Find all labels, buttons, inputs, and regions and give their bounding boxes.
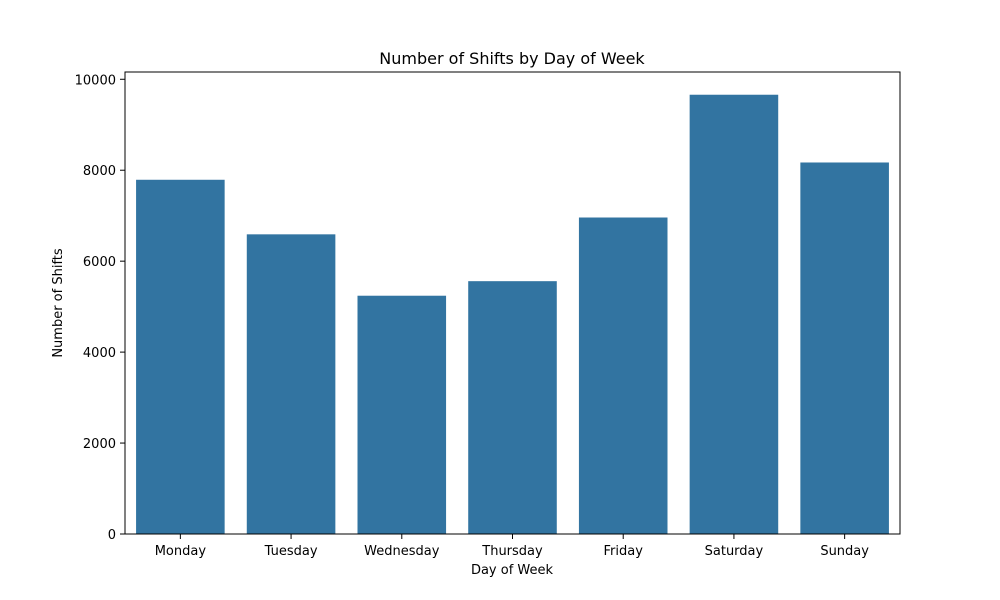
x-axis-ticks: Monday Tuesday Wednesday Thursday Friday Satu… — [155, 534, 869, 559]
x-axis-label: Day of Week — [471, 563, 554, 578]
chart-title: Number of Shifts by Day of Week — [379, 49, 645, 68]
y-tick-label: 6000 — [83, 255, 116, 270]
x-tick-label: Monday — [155, 544, 207, 559]
x-tick-label: Wednesday — [364, 544, 440, 559]
y-tick-label: 0 — [108, 528, 116, 543]
bar-monday — [136, 179, 225, 534]
x-tick-label: Friday — [604, 544, 644, 559]
bar-thursday — [468, 281, 557, 534]
x-tick-label: Tuesday — [264, 544, 318, 559]
x-tick-label: Thursday — [481, 544, 543, 559]
bar-friday — [578, 217, 668, 534]
bar-sunday — [800, 162, 889, 534]
y-tick-label: 8000 — [83, 164, 116, 179]
bars-group — [136, 94, 889, 535]
y-axis-label: Number of Shifts — [51, 248, 66, 358]
x-tick-label: Saturday — [705, 544, 764, 559]
y-axis-ticks: 0 2000 4000 6000 8000 10000 — [75, 73, 125, 543]
x-tick-label: Sunday — [820, 544, 869, 559]
plot-frame — [124, 71, 901, 535]
bar-tuesday — [246, 234, 336, 534]
bar-saturday — [689, 94, 779, 535]
y-tick-label: 4000 — [83, 346, 116, 361]
bar-wednesday — [357, 295, 447, 534]
y-tick-label: 10000 — [75, 73, 116, 88]
y-tick-label: 2000 — [83, 437, 116, 452]
